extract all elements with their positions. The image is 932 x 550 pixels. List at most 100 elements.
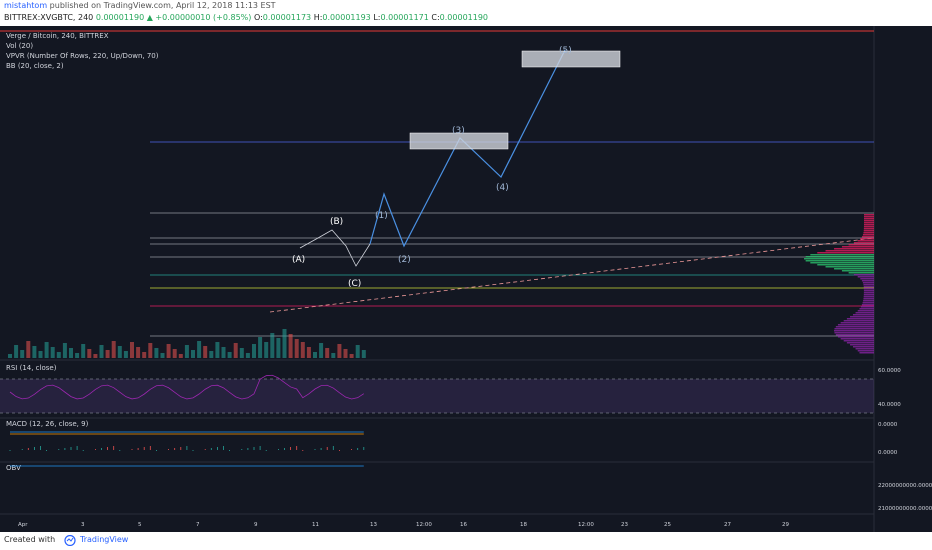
volume-bar <box>215 342 220 358</box>
legend-bb: BB (20, close, 2) <box>6 62 64 70</box>
vpvr-bar <box>863 222 874 224</box>
volume-bar <box>288 334 293 358</box>
rsi-band <box>0 379 874 413</box>
vpvr-bar <box>805 256 874 258</box>
time-tick-label: 9 <box>254 522 258 528</box>
symbol-line: BITTREX:XVGBTC, 240 <box>4 13 94 22</box>
vpvr-bar <box>850 316 874 318</box>
rsi-tick-label: 60.0000 <box>878 368 901 374</box>
time-tick-label: 11 <box>312 522 319 528</box>
vpvr-bar <box>834 268 874 270</box>
time-tick-label: 16 <box>460 522 467 528</box>
low-label: L: <box>373 13 381 22</box>
wave-label: (3) <box>452 126 465 136</box>
vpvr-bar <box>861 280 874 282</box>
vpvr-bar <box>852 346 874 348</box>
vpvr-bar <box>817 252 874 254</box>
publish-header: mistahtom published on TradingView.com, … <box>0 0 932 26</box>
vpvr-bar <box>862 302 874 304</box>
vpvr-bar <box>862 282 874 284</box>
chart-area[interactable]: Verge / Bitcoin, 240, BITTREX Vol (20) V… <box>0 26 932 532</box>
vpvr-bar <box>859 352 874 354</box>
volume-bar <box>154 348 159 358</box>
chart-svg[interactable]: Verge / Bitcoin, 240, BITTREX Vol (20) V… <box>0 26 932 532</box>
time-tick-label: 12:00 <box>416 522 432 528</box>
vpvr-bar <box>863 294 874 296</box>
vpvr-bar <box>863 300 874 302</box>
vpvr-bar <box>846 318 874 320</box>
vpvr-bar <box>863 232 874 234</box>
volume-bar <box>306 347 311 358</box>
open-label: O: <box>253 13 263 22</box>
quote-line: BITTREX:XVGBTC, 240 0.00001190 ▲ +0.0000… <box>4 13 488 22</box>
volume-bar <box>38 351 43 358</box>
volume-bar <box>14 345 19 358</box>
close-label: C: <box>431 13 440 22</box>
legend-title: Verge / Bitcoin, 240, BITTREX <box>6 32 109 40</box>
volume-bar <box>319 343 324 358</box>
volume-bar <box>349 354 354 358</box>
volume-bar <box>93 354 98 358</box>
wave-label: (5) <box>559 46 572 56</box>
author-link[interactable]: mistahtom <box>4 1 48 10</box>
time-tick-label: Apr <box>18 522 28 528</box>
abc-wave-line <box>299 229 371 267</box>
volume-bar <box>355 345 360 358</box>
vpvr-bar <box>804 258 874 260</box>
volume-bar <box>69 348 73 358</box>
volume-bar <box>209 351 214 358</box>
volume-bar <box>50 347 55 358</box>
vpvr-bar <box>835 326 874 328</box>
vpvr-bar <box>834 328 874 330</box>
vpvr-bar <box>863 220 874 222</box>
volume-bar <box>136 347 141 358</box>
time-tick-label: 27 <box>724 522 731 528</box>
vpvr-bar <box>846 342 874 344</box>
obv-tick-label: 21000000000.0000 <box>878 506 932 512</box>
tradingview-logo-icon <box>64 535 76 546</box>
wave-label: (B) <box>330 217 343 227</box>
volume-bar <box>300 342 305 358</box>
legend-vpvr: VPVR (Number Of Rows, 220, Up/Down, 70) <box>6 52 159 60</box>
wave-label: (C) <box>348 279 361 289</box>
vpvr-bar <box>863 216 874 218</box>
vpvr-bar <box>863 226 874 228</box>
target-box-3 <box>409 132 509 150</box>
vpvr-bar <box>840 338 874 340</box>
volume-bar <box>20 350 25 358</box>
volume-bar <box>191 350 195 358</box>
vpvr-bar <box>834 332 874 334</box>
rsi-label: RSI (14, close) <box>6 364 57 372</box>
target-box-5 <box>521 50 621 68</box>
volume-bar <box>99 345 104 358</box>
wave-label: (1) <box>375 211 388 221</box>
time-tick-label: 12:00 <box>578 522 594 528</box>
high-value: 0.00001193 <box>322 13 371 22</box>
vpvr-bar <box>863 288 874 290</box>
vpvr-bar <box>843 320 874 322</box>
vpvr-bar <box>840 322 874 324</box>
vpvr-bar <box>817 264 874 266</box>
macd-tick-label: 0.0000 <box>878 422 898 428</box>
high-label: H: <box>313 13 323 22</box>
vpvr-bar <box>860 278 874 280</box>
vpvr-bar <box>848 272 874 274</box>
legend-vol: Vol (20) <box>6 42 33 50</box>
volume-bar <box>117 346 122 358</box>
tradingview-brand[interactable]: TradingView <box>80 535 129 544</box>
volume-bar <box>62 343 67 358</box>
volume-bar <box>81 344 86 358</box>
publish-line: mistahtom published on TradingView.com, … <box>4 1 276 10</box>
vpvr-bar <box>850 344 874 346</box>
volume-bar <box>276 338 281 358</box>
vpvr-bar <box>857 240 874 242</box>
volume-bar <box>203 346 208 358</box>
vpvr-bar <box>860 238 874 240</box>
volume-bar <box>343 349 348 358</box>
vpvr-bar <box>857 350 874 352</box>
vpvr-bar <box>861 304 874 306</box>
volume-bar <box>8 354 12 358</box>
volume-bar <box>166 344 171 358</box>
rsi-line <box>9 374 365 400</box>
vpvr-bar <box>834 330 874 332</box>
